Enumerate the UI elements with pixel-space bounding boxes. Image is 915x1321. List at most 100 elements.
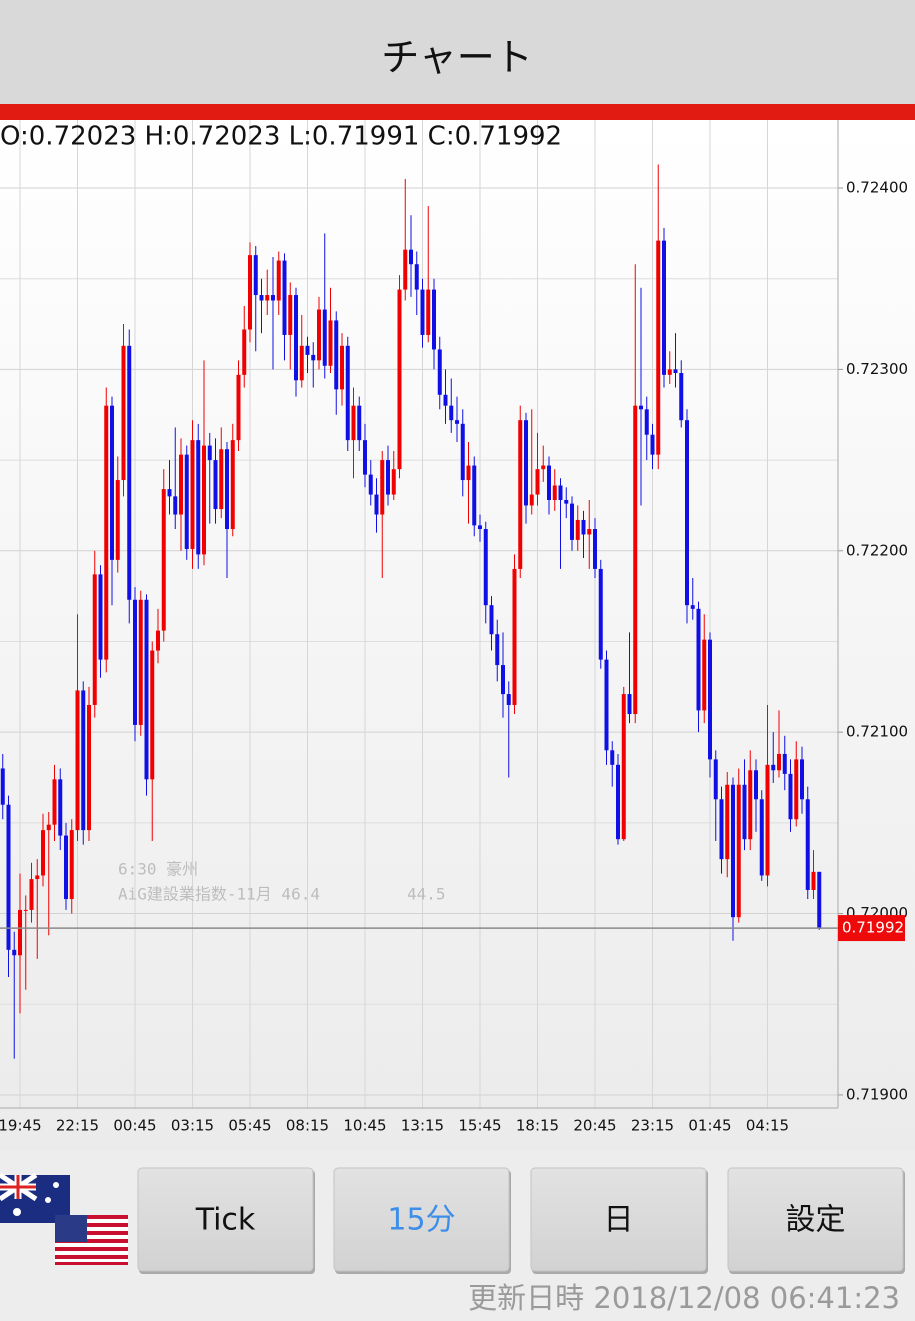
candle-body [190, 440, 195, 549]
candle-body [368, 474, 373, 495]
candle [207, 432, 212, 524]
button-label[interactable]: 設定 [786, 1203, 846, 1238]
x-tick-label: 01:45 [688, 1117, 731, 1135]
candle [311, 342, 316, 388]
candle-body [167, 489, 172, 497]
candle [265, 269, 270, 315]
candle-body [443, 394, 448, 406]
candle [104, 387, 109, 673]
candle [564, 487, 569, 519]
candle-body [512, 568, 517, 705]
candle-body [380, 460, 385, 515]
candle [506, 681, 511, 778]
candle-body [708, 639, 712, 760]
candle-body [115, 480, 120, 560]
candle-body [679, 373, 684, 421]
candle-body [725, 784, 730, 860]
flag-stripe [55, 1223, 128, 1227]
candle-body [265, 295, 270, 301]
candle [690, 577, 695, 620]
candle-body [104, 405, 109, 660]
y-tick-label: 0.72100 [846, 723, 908, 741]
x-tick-label: 13:15 [401, 1117, 444, 1135]
candle-body [472, 465, 477, 526]
button-face[interactable] [530, 1167, 707, 1272]
candle [616, 753, 620, 845]
candle [524, 412, 528, 524]
candle [340, 333, 344, 406]
candle-body [466, 465, 471, 481]
x-tick-label: 05:45 [228, 1117, 271, 1135]
candle [230, 423, 235, 537]
candle [0, 753, 5, 820]
candle [604, 650, 609, 765]
candle [483, 521, 488, 624]
button-label[interactable]: Tick [195, 1203, 256, 1238]
candle-body [133, 599, 137, 725]
candle-body [144, 599, 149, 780]
candle [248, 242, 252, 343]
x-tick-label: 18:15 [516, 1117, 559, 1135]
candle-body [535, 469, 540, 495]
candle [213, 438, 218, 524]
candle [190, 420, 195, 569]
candle [271, 256, 275, 370]
button[interactable]: Tick [137, 1167, 315, 1274]
candle [167, 460, 172, 515]
button[interactable]: 設定 [727, 1167, 905, 1274]
candle-body [529, 494, 534, 506]
candle [547, 456, 551, 515]
candle-body [184, 454, 189, 549]
candle-body [397, 289, 402, 470]
candle-body [575, 519, 580, 540]
x-tick-label: 20:45 [573, 1117, 616, 1135]
candle [397, 275, 402, 479]
candle-body [213, 460, 218, 510]
candle-body [386, 460, 390, 495]
button[interactable]: 日 [530, 1167, 708, 1274]
candle [535, 432, 540, 506]
x-tick-label: 04:15 [746, 1117, 789, 1135]
candle [115, 456, 120, 573]
button[interactable]: 15分 [333, 1167, 511, 1274]
candle [179, 438, 183, 551]
button-face[interactable] [727, 1167, 904, 1272]
candle [98, 565, 103, 678]
candle-body [489, 605, 494, 635]
candle-body [81, 690, 86, 831]
candle [328, 287, 333, 374]
candle [759, 790, 764, 881]
candle [409, 215, 413, 297]
candle [317, 296, 321, 370]
candle [23, 895, 28, 990]
candle-body [662, 240, 666, 375]
candle-body [524, 420, 528, 506]
candle-body [788, 773, 793, 820]
button-label[interactable]: 日 [604, 1203, 634, 1238]
button-face[interactable] [137, 1167, 314, 1272]
candle-body [558, 485, 563, 500]
candle-body [547, 465, 551, 500]
x-tick-label: 10:45 [343, 1117, 386, 1135]
button-label[interactable]: 15分 [387, 1203, 455, 1238]
x-tick-label: 22:15 [56, 1117, 99, 1135]
candle [35, 859, 40, 959]
candle [443, 369, 448, 424]
update-time: 更新日時 2018/12/08 06:41:23 [468, 1281, 900, 1315]
candle [788, 759, 793, 832]
candle [225, 441, 229, 578]
candle-body [156, 630, 160, 651]
candle [299, 314, 304, 388]
x-tick-label: 15:45 [458, 1117, 501, 1135]
button-face[interactable] [333, 1167, 510, 1272]
candle-body [817, 871, 822, 929]
candle [777, 710, 781, 778]
currency-pair[interactable] [0, 1172, 128, 1265]
candle-body [777, 753, 781, 771]
candle-body [616, 764, 620, 840]
candle [18, 873, 22, 1014]
candle [156, 608, 160, 664]
current-price-label: 0.71992 [842, 919, 904, 937]
candle-body [748, 770, 753, 840]
candle-body [253, 255, 258, 296]
